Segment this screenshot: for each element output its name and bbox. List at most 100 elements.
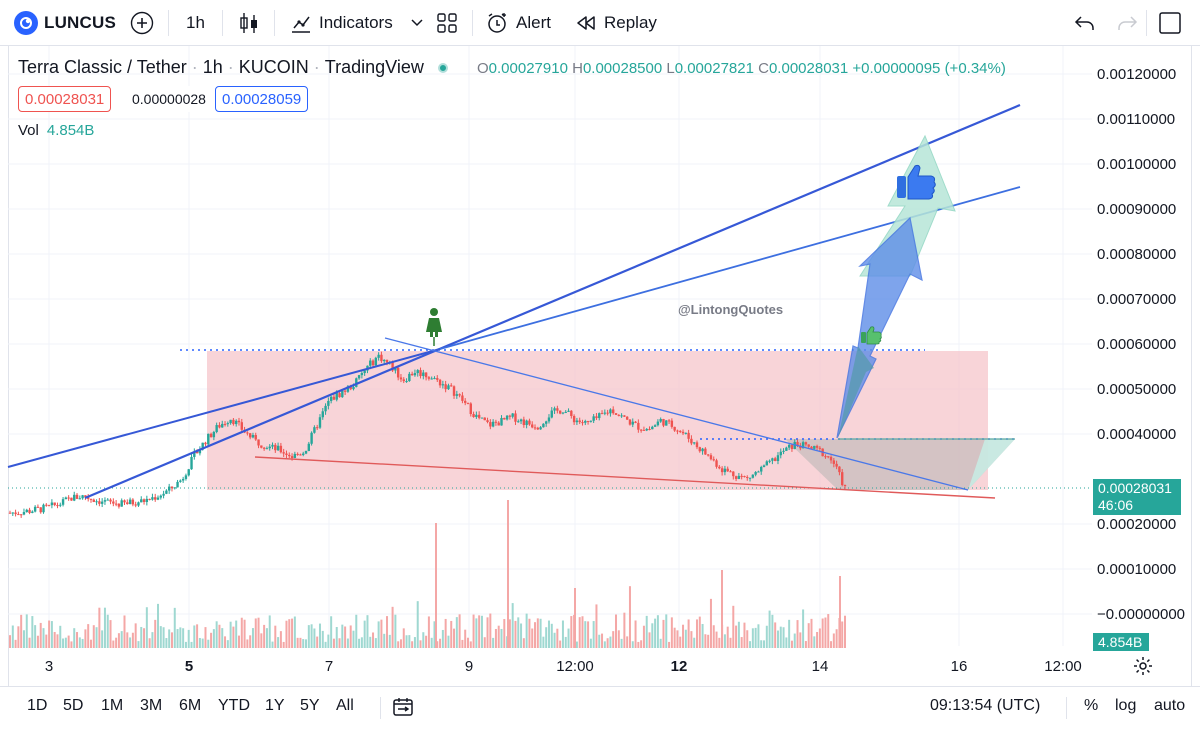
candle-body	[399, 377, 403, 380]
range-button[interactable]: 3M	[140, 697, 163, 714]
range-button[interactable]: 1M	[101, 697, 124, 714]
compare-add-button[interactable]	[130, 0, 154, 46]
buy-price-button[interactable]: 0.00028059	[215, 86, 309, 112]
volume-bar	[355, 614, 358, 648]
volume-bar	[757, 624, 760, 648]
candle-body	[274, 444, 277, 451]
settings-gear-icon[interactable]	[1133, 656, 1153, 681]
candle-body	[33, 506, 37, 512]
open-key: O	[477, 60, 489, 77]
volume-bar	[20, 614, 23, 648]
volume-bar	[818, 628, 821, 648]
volume-legend[interactable]: Vol 4.854B	[18, 122, 94, 139]
volume-bar	[427, 616, 430, 648]
range-button[interactable]: 5Y	[300, 697, 320, 714]
candle-body	[614, 413, 618, 415]
volume-bar	[50, 621, 53, 648]
candle-body	[410, 373, 414, 376]
alert-button[interactable]: Alert	[486, 0, 551, 46]
volume-bar	[587, 621, 590, 648]
candle-body	[748, 477, 752, 479]
candle-body	[167, 486, 171, 491]
undo-button[interactable]	[1074, 0, 1096, 46]
candle-body	[623, 415, 626, 417]
volume-bar	[631, 641, 634, 648]
range-button[interactable]: All	[336, 697, 354, 714]
volume-bar	[321, 630, 324, 648]
rewind-icon	[576, 15, 596, 31]
candle-body	[92, 499, 95, 502]
indicators-button[interactable]: Indicators	[290, 0, 423, 46]
range-button[interactable]: YTD	[218, 697, 250, 714]
candle-body	[584, 420, 587, 423]
symbol-full-name: Terra Classic / Tether	[18, 57, 187, 77]
candle-body	[807, 444, 810, 447]
volume-bar	[539, 618, 542, 648]
volume-bar	[522, 638, 525, 648]
chart-style-button[interactable]	[238, 0, 260, 46]
volume-bar	[254, 618, 257, 648]
auto-toggle[interactable]: auto	[1154, 697, 1186, 714]
percent-toggle[interactable]: %	[1084, 697, 1099, 714]
volume-bar	[534, 622, 537, 648]
log-toggle[interactable]: log	[1115, 697, 1137, 714]
candle-body	[729, 471, 732, 473]
indicators-icon	[290, 12, 312, 34]
candle-body	[603, 412, 607, 414]
volume-bar	[486, 617, 489, 648]
sell-price-button[interactable]: 0.00028031	[18, 86, 112, 112]
watermark-text: @LintongQuotes	[678, 302, 784, 317]
layout-button[interactable]	[1158, 0, 1182, 46]
square-layout-icon	[1158, 11, 1182, 35]
volume-spike	[721, 570, 723, 648]
candle-body	[383, 359, 386, 362]
range-button[interactable]: 1D	[27, 697, 48, 714]
candle-body	[126, 502, 129, 505]
volume-bar	[374, 638, 377, 648]
volume-bar	[693, 637, 696, 648]
redo-button[interactable]	[1116, 0, 1138, 46]
range-button[interactable]: 1Y	[265, 697, 285, 714]
candle-body	[561, 412, 565, 414]
volume-bar	[564, 636, 567, 648]
candle-body	[140, 499, 143, 503]
candle-body	[405, 381, 408, 383]
volume-bar	[109, 620, 112, 648]
replay-button[interactable]: Replay	[576, 0, 657, 46]
volume-bar	[525, 613, 528, 648]
interval-button[interactable]: 1h	[186, 0, 205, 46]
volume-key: Vol	[18, 122, 39, 139]
symbol-search[interactable]: LUNCUS	[14, 0, 116, 46]
undo-icon	[1074, 14, 1096, 32]
candle-body	[662, 419, 665, 426]
candle-body	[296, 453, 299, 455]
candle-body	[575, 420, 579, 423]
alert-label: Alert	[516, 13, 551, 32]
date-range-button[interactable]	[392, 696, 414, 723]
candle-body	[64, 497, 68, 500]
volume-bar	[704, 634, 707, 648]
price-chart[interactable]	[0, 46, 1200, 686]
candle-body	[103, 500, 107, 502]
candle-body	[639, 429, 643, 431]
candle-body	[73, 494, 76, 501]
top-toolbar: LUNCUS 1h Indicators Alert	[0, 0, 1200, 46]
templates-button[interactable]	[436, 0, 458, 46]
volume-bar	[623, 612, 626, 648]
range-button[interactable]: 6M	[179, 697, 202, 714]
plus-circle-icon	[130, 11, 154, 35]
volume-bar	[464, 629, 467, 648]
range-button[interactable]: 5D	[63, 697, 84, 714]
candle-body	[271, 444, 274, 447]
chart-legend-title[interactable]: Terra Classic / Tether · 1h · KUCOIN · T…	[18, 57, 448, 78]
market-status-icon[interactable]	[437, 62, 448, 73]
volume-bar	[330, 616, 333, 648]
utc-clock[interactable]: 09:13:54 (UTC)	[930, 697, 1041, 714]
candle-body	[279, 445, 283, 453]
candle-body	[304, 450, 308, 454]
candle-body	[768, 460, 771, 462]
candle-body	[341, 390, 344, 398]
candle-body	[374, 357, 378, 366]
volume-bar	[316, 636, 319, 648]
price-tick-label: 0.00110000	[1097, 111, 1176, 128]
